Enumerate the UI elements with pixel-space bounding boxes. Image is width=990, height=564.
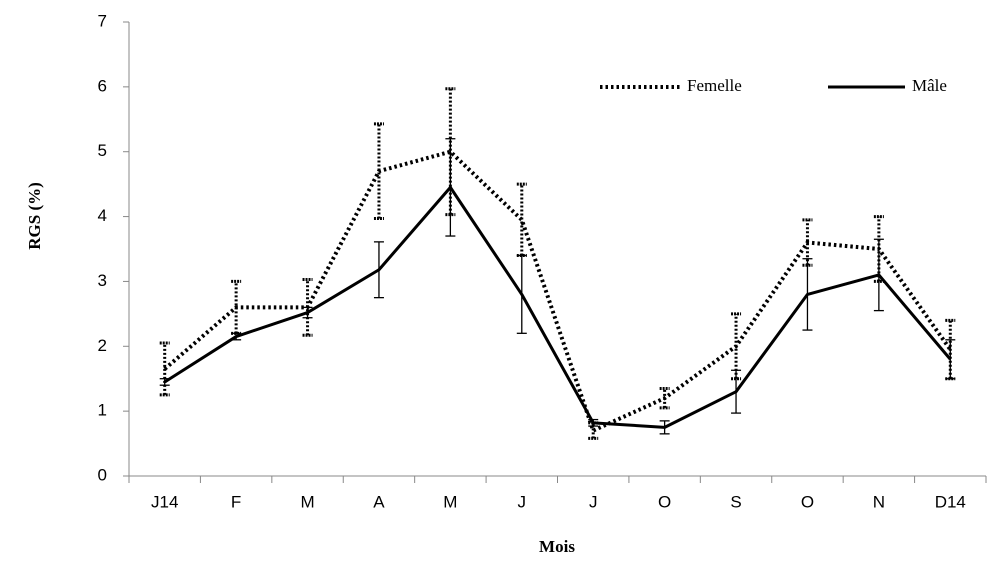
y-tick-label: 6 <box>98 76 107 95</box>
x-tick-label: S <box>730 492 741 511</box>
x-tick-label: M <box>300 492 314 511</box>
y-tick-label: 1 <box>98 401 107 420</box>
y-tick-label: 3 <box>98 271 107 290</box>
y-tick-label: 2 <box>98 336 107 355</box>
y-tick-label: 7 <box>98 11 107 30</box>
y-tick-label: 5 <box>98 141 107 160</box>
legend-label: Mâle <box>912 76 947 95</box>
legend-label: Femelle <box>687 76 742 95</box>
x-tick-label: F <box>231 492 241 511</box>
series-line <box>163 149 952 433</box>
x-tick-label: N <box>873 492 885 511</box>
x-tick-label: J14 <box>151 492 178 511</box>
series-line <box>163 185 952 429</box>
x-tick-label: O <box>801 492 814 511</box>
y-tick-label: 0 <box>98 465 107 484</box>
x-tick-label: J <box>589 492 598 511</box>
x-tick-label: O <box>658 492 671 511</box>
x-tick-label: J <box>518 492 527 511</box>
y-axis-title: RGS (%) <box>25 182 44 250</box>
x-tick-label: D14 <box>935 492 966 511</box>
x-tick-label: M <box>443 492 457 511</box>
x-axis-title: Mois <box>539 537 575 556</box>
x-tick-label: A <box>373 492 385 511</box>
y-tick-label: 4 <box>98 206 107 225</box>
